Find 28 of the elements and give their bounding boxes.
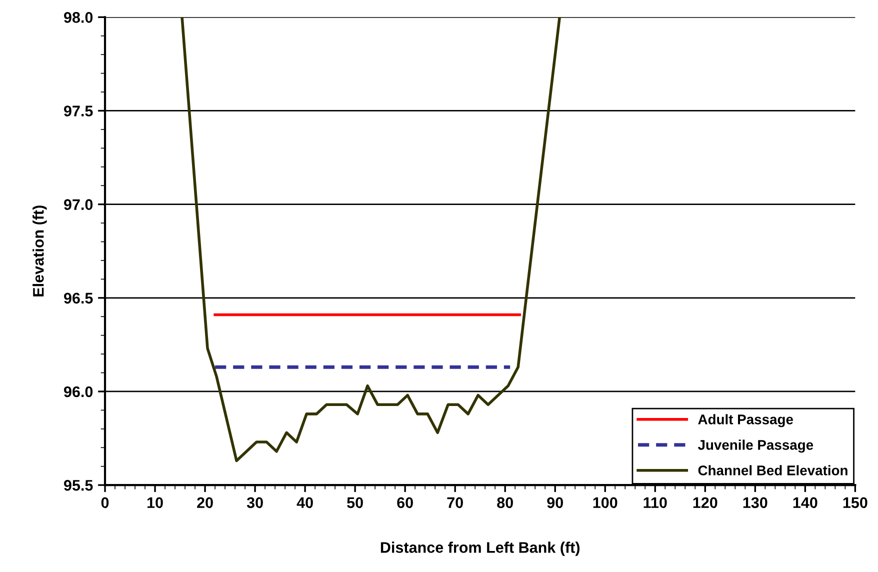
y-tick-label: 96.0: [64, 386, 93, 398]
line-series: [180, 17, 561, 462]
legend-label: Channel Bed Elevation: [698, 465, 848, 476]
x-tick-label: 130: [743, 497, 768, 508]
x-tick-label: 30: [246, 497, 263, 508]
x-tick-label: 110: [644, 497, 667, 508]
y-tick-label: 98.0: [64, 12, 93, 23]
x-tick-label: 90: [547, 497, 563, 508]
x-tick-label: 80: [497, 497, 513, 508]
x-tick-label: 150: [843, 497, 868, 508]
y-tick-label: 95.5: [64, 480, 93, 491]
y-tick-label: 96.5: [64, 292, 93, 304]
x-tick-label: 20: [197, 497, 213, 508]
legend-label: Juvenile Passage: [698, 440, 814, 453]
x-tick-label: 120: [693, 497, 718, 508]
y-tick-label: 97.0: [64, 199, 93, 210]
x-tick-label: 60: [397, 497, 413, 508]
x-tick-label: 50: [347, 497, 363, 508]
x-tick-label: 140: [793, 497, 818, 508]
x-tick-label: 0: [101, 497, 109, 508]
y-tick-label: 97.5: [64, 106, 93, 116]
legend-label: Adult Passage: [698, 414, 793, 428]
x-tick-label: 10: [147, 497, 163, 508]
y-axis-title: Elevation (ft): [32, 206, 47, 296]
x-axis-title: Distance from Left Bank (ft): [380, 542, 580, 556]
x-tick-label: 70: [447, 497, 463, 508]
x-tick-label: 100: [593, 497, 618, 508]
x-tick-label: 40: [296, 497, 313, 508]
